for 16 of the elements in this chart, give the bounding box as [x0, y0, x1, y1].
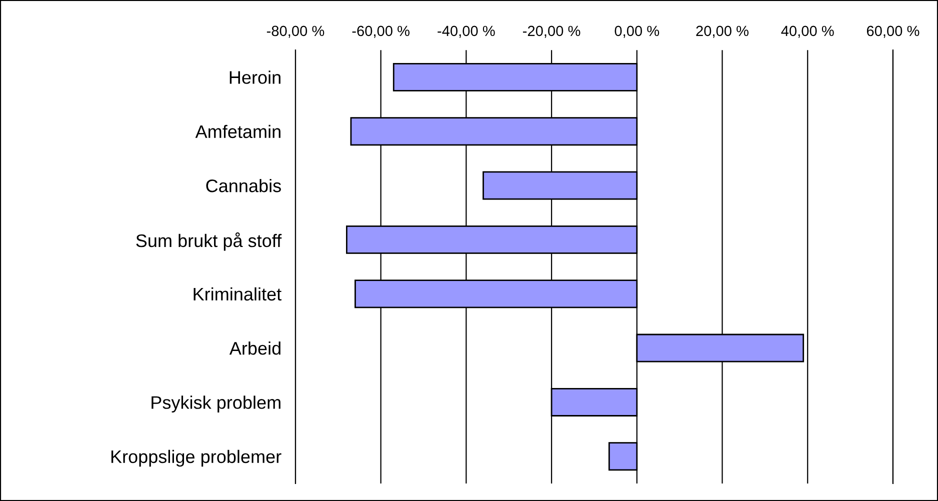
- x-tick-label: 20,00 %: [696, 26, 748, 38]
- y-tick-label: Arbeid: [229, 341, 280, 355]
- x-tick-label: -20,00 %: [523, 26, 580, 38]
- y-tick-label: Psykisk problem: [152, 396, 280, 412]
- x-tick-label: 60,00 %: [866, 26, 920, 38]
- y-tick-label: Cannabis: [206, 178, 281, 192]
- y-tick-label: Kriminalitet: [194, 287, 282, 301]
- y-tick-label: Sum brukt på stoff: [136, 232, 282, 251]
- y-tick-label: Kroppslige problemer: [111, 450, 282, 467]
- x-tick-label: -80,00 %: [266, 26, 324, 38]
- y-tick-label: Heroin: [230, 70, 280, 84]
- x-tick-label: -60,00 %: [352, 26, 410, 38]
- x-tick-label: 40,00 %: [781, 26, 834, 38]
- y-tick-label: Amfetamin: [195, 124, 280, 138]
- x-tick-label: 0,00 %: [614, 26, 660, 38]
- x-tick-label: -40,00 %: [438, 26, 495, 38]
